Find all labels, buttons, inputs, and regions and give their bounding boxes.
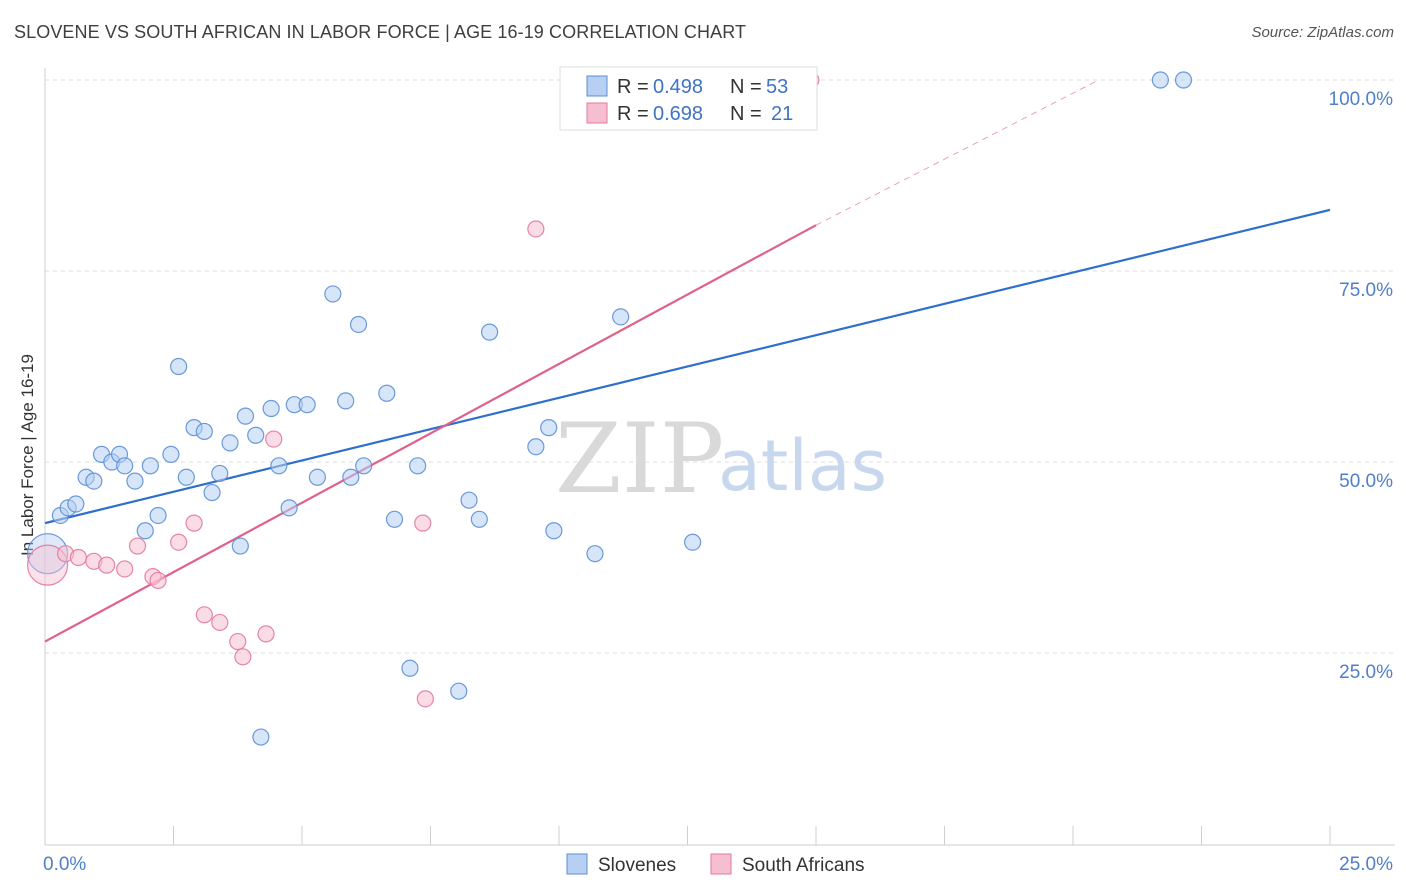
trend-line-south-africans: [44, 224, 817, 643]
point-south-africans-5: [116, 560, 134, 578]
point-south-africans-17: [414, 514, 432, 532]
point-slovenes-22: [231, 537, 249, 555]
source-label: Source: ZipAtlas.com: [1251, 24, 1394, 41]
point-south-africans-13: [229, 632, 247, 651]
point-slovenes-10: [126, 472, 144, 490]
point-slovenes-30: [298, 396, 316, 414]
legend-swatch-south-africans: [586, 102, 608, 124]
point-slovenes-52: [1174, 71, 1193, 89]
x-tick-label-1: 25.0%: [1339, 854, 1393, 875]
chart-title: SLOVENE VS SOUTH AFRICAN IN LABOR FORCE …: [14, 22, 747, 42]
point-slovenes-49: [612, 308, 630, 326]
point-slovenes-42: [460, 491, 478, 509]
legend-r-value-south-africans: 0.698: [653, 103, 703, 125]
point-south-africans-2: [69, 548, 88, 567]
point-slovenes-48: [586, 545, 604, 563]
point-slovenes-19: [203, 483, 221, 502]
point-slovenes-50: [684, 533, 702, 551]
bottom-legend-slovenes: Slovenes: [598, 855, 676, 876]
point-slovenes-25: [252, 728, 270, 746]
point-south-africans-19: [527, 220, 545, 238]
legend-r-value-slovenes: 0.498: [653, 76, 703, 98]
point-slovenes-21: [221, 434, 239, 452]
point-south-africans-14: [234, 648, 252, 666]
point-slovenes-23: [236, 407, 255, 425]
y-tick-label-1: 50.0%: [1339, 471, 1393, 492]
point-slovenes-39: [401, 659, 419, 677]
point-south-africans-18: [416, 690, 434, 708]
point-slovenes-43: [470, 510, 488, 528]
bottom-legend-south-africans: South Africans: [742, 855, 865, 876]
point-slovenes-31: [308, 468, 327, 486]
legend-r-label-1: R =: [617, 76, 649, 98]
y-tick-label-2: 75.0%: [1339, 280, 1393, 301]
watermark-zip: ZIP: [555, 403, 724, 515]
point-slovenes-41: [450, 682, 468, 700]
point-slovenes-45: [527, 438, 545, 456]
point-slovenes-3: [67, 495, 85, 513]
bottom-legend-swatch-slovenes: [566, 853, 588, 875]
stats-legend: R = 0.498 N = 53 R = 0.698 N = 21: [559, 66, 818, 131]
trend-lines: [44, 79, 1331, 643]
x-tick-label-0: 0.0%: [43, 854, 86, 875]
point-slovenes-51: [1151, 71, 1169, 89]
point-south-africans-6: [128, 537, 147, 555]
watermark-atlas: atlas: [718, 425, 887, 507]
point-slovenes-20: [211, 464, 229, 483]
point-slovenes-35: [349, 315, 368, 334]
point-slovenes-24: [247, 426, 265, 444]
point-slovenes-13: [149, 506, 167, 525]
data-points: [26, 71, 1193, 746]
watermark: ZIP atlas: [555, 403, 887, 515]
point-south-africans-12: [211, 613, 229, 632]
point-slovenes-12: [141, 457, 159, 475]
gridlines: [45, 79, 1395, 654]
point-slovenes-26: [262, 399, 280, 418]
point-south-africans-4: [98, 556, 116, 574]
point-south-africans-11: [195, 606, 213, 624]
point-slovenes-44: [481, 323, 499, 341]
point-slovenes-36: [355, 457, 373, 475]
point-slovenes-32: [324, 285, 342, 303]
point-south-africans-15: [257, 625, 275, 643]
point-slovenes-40: [409, 457, 427, 475]
point-slovenes-16: [177, 468, 195, 486]
legend-n-value-south-africans: 21: [771, 103, 793, 125]
trend-line-slovenes: [44, 208, 1331, 525]
legend-r-label-2: R =: [617, 103, 649, 125]
trend-line-south-africans-extension: [815, 79, 1099, 226]
point-slovenes-38: [385, 510, 404, 528]
y-tick-label-0: 25.0%: [1339, 662, 1393, 683]
point-slovenes-47: [545, 522, 563, 540]
point-south-africans-16: [265, 430, 283, 448]
point-slovenes-11: [136, 522, 154, 540]
series-legend: Slovenes South Africans: [566, 853, 865, 876]
point-south-africans-8: [149, 571, 167, 590]
tick-labels: 25.0% 50.0% 75.0% 100.0% 0.0% 25.0%: [43, 89, 1393, 875]
point-slovenes-27: [270, 457, 288, 475]
y-tick-label-3: 100.0%: [1329, 89, 1394, 110]
legend-swatch-slovenes: [586, 75, 608, 97]
point-slovenes-37: [378, 384, 396, 402]
point-slovenes-34: [342, 468, 360, 486]
axes: [44, 68, 1395, 846]
point-slovenes-15: [170, 357, 188, 376]
point-slovenes-18: [195, 422, 213, 441]
point-slovenes-46: [540, 419, 558, 437]
point-slovenes-9: [116, 457, 134, 475]
point-slovenes-14: [162, 445, 180, 463]
point-slovenes-5: [85, 472, 103, 490]
bottom-legend-swatch-south-africans: [710, 853, 732, 875]
point-slovenes-28: [280, 499, 298, 517]
point-south-africans-9: [170, 533, 188, 551]
point-slovenes-33: [337, 392, 355, 410]
legend-n-label-2: N =: [730, 103, 762, 125]
point-south-africans-10: [185, 514, 203, 532]
legend-n-value-slovenes: 53: [766, 76, 788, 98]
legend-n-label-1: N =: [730, 76, 762, 98]
